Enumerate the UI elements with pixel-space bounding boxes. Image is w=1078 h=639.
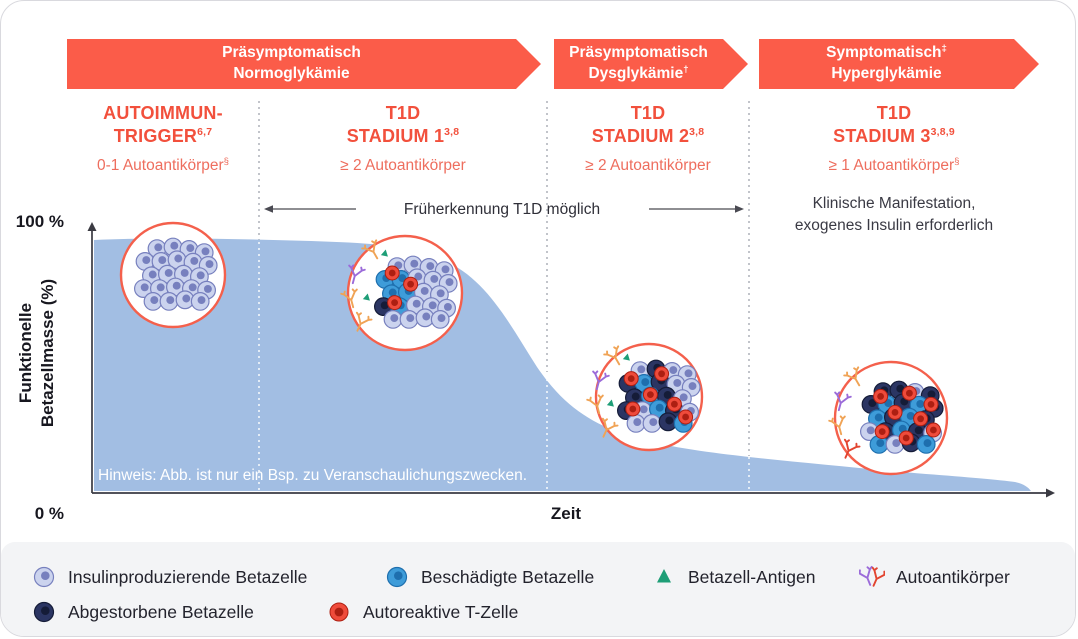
banner-line1: Präsymptomatisch (222, 44, 361, 62)
stage-header-t1d-stadium-2: T1D STADIUM 23,8 ≥ 2 Autoantikörper (547, 102, 749, 175)
antigen-icon (657, 569, 671, 583)
banner-symptomatic-hyperglycemia: Symptomatisch‡ Hyperglykämie (759, 39, 1039, 89)
y-axis-title-line2: Betazellmasse (%) (38, 279, 57, 427)
stage-header-t1d-stadium-1: T1D STADIUM 13,8 ≥ 2 Autoantikörper (259, 102, 547, 175)
stage-subtitle: ≥ 2 Autoantikörper (585, 157, 711, 175)
banner-line1: Symptomatisch‡ (826, 43, 947, 62)
area-curve (94, 238, 1031, 491)
legend-item-t-cell: Autoreaktive T-Zelle (326, 599, 518, 625)
t-cell-icon (329, 602, 349, 622)
arrow-right-head-icon (735, 205, 744, 213)
y-axis (87, 222, 97, 493)
legend-item-antibody: Autoantikörper (859, 564, 1010, 590)
y-axis-min-label: 0 % (35, 504, 64, 523)
y-axis-arrowhead (87, 222, 97, 231)
legend-item-beta-cell: Insulinproduzierende Betazelle (31, 564, 307, 590)
svg-text:exogenes Insulin erforderlich: exogenes Insulin erforderlich (795, 217, 993, 234)
stage-title: T1D STADIUM 33,8,9 (833, 103, 955, 147)
damaged-cell-icon (386, 566, 408, 588)
legend-item-label: Beschädigte Betazelle (421, 566, 595, 587)
x-axis-arrowhead (1046, 488, 1055, 498)
banner-line2: Normoglykämie (233, 65, 350, 83)
legend-item-label: Autoreaktive T-Zelle (363, 601, 519, 622)
early-detection-annotation: Früherkennung T1D möglich (264, 201, 744, 218)
antibody-icon (859, 565, 885, 587)
chart-hint: Hinweis: Abb. ist nur ein Bsp. zu Verans… (98, 467, 527, 484)
cell-circle-stage-2 (340, 234, 464, 352)
stage-title: T1D STADIUM 13,8 (346, 103, 460, 147)
stage-header-autoimmune-trigger: AUTOIMMUN- TRIGGER6,7 0-1 Autoantikörper§ (67, 102, 259, 175)
stage-subtitle: 0-1 Autoantikörper§ (96, 156, 229, 175)
dead-cell-icon (33, 601, 55, 623)
legend-item-label: Abgestorbene Betazelle (68, 601, 254, 622)
stage-header-t1d-stadium-3: T1D STADIUM 33,8,9 ≥ 1 Autoantikörper§ (749, 102, 1039, 175)
legend-item-dead-cell: Abgestorbene Betazelle (31, 599, 254, 625)
cell-circles (119, 221, 949, 476)
stage-title: AUTOIMMUN- TRIGGER6,7 (103, 103, 223, 147)
legend-item-label: Betazell-Antigen (688, 566, 816, 587)
banner-line1: Präsymptomatisch (569, 44, 708, 62)
y-axis-title-line1: Funktionelle (16, 303, 35, 403)
arrow-left-head-icon (264, 205, 273, 213)
svg-text:Klinische Manifestation,: Klinische Manifestation, (813, 195, 976, 212)
early-detection-label: Früherkennung T1D möglich (404, 201, 600, 218)
stage-subtitle: ≥ 1 Autoantikörper§ (828, 156, 960, 175)
banner-presymptomatic-dysglycemia: Präsymptomatisch Dysglykämie† (554, 39, 748, 89)
y-axis-max-label: 100 % (16, 212, 64, 231)
banner-line2: Hyperglykämie (831, 65, 942, 83)
cell-circle-stage-1 (119, 221, 227, 329)
cell-circle-stage-4 (828, 360, 949, 476)
x-axis (92, 488, 1055, 498)
legend-item-antigen: Betazell-Antigen (651, 564, 815, 590)
stage-title: T1D STADIUM 23,8 (591, 103, 705, 147)
legend: Insulinproduzierende Betazelle Beschädig… (1, 542, 1075, 636)
legend-item-label: Autoantikörper (896, 566, 1010, 587)
cell-circle-stage-3 (586, 342, 704, 452)
stage-subtitle: ≥ 2 Autoantikörper (340, 157, 466, 175)
banner-presymptomatic-normoglycemia: Präsymptomatisch Normoglykämie (67, 39, 541, 89)
banner-line2: Dysglykämie† (588, 64, 689, 83)
legend-item-label: Insulinproduzierende Betazelle (68, 566, 308, 587)
clinical-manifestation-note: Klinische Manifestation, exogenes Insuli… (795, 195, 993, 234)
beta-cell-icon (33, 566, 55, 588)
legend-item-damaged-cell: Beschädigte Betazelle (384, 564, 594, 590)
x-axis-title: Zeit (551, 504, 582, 523)
